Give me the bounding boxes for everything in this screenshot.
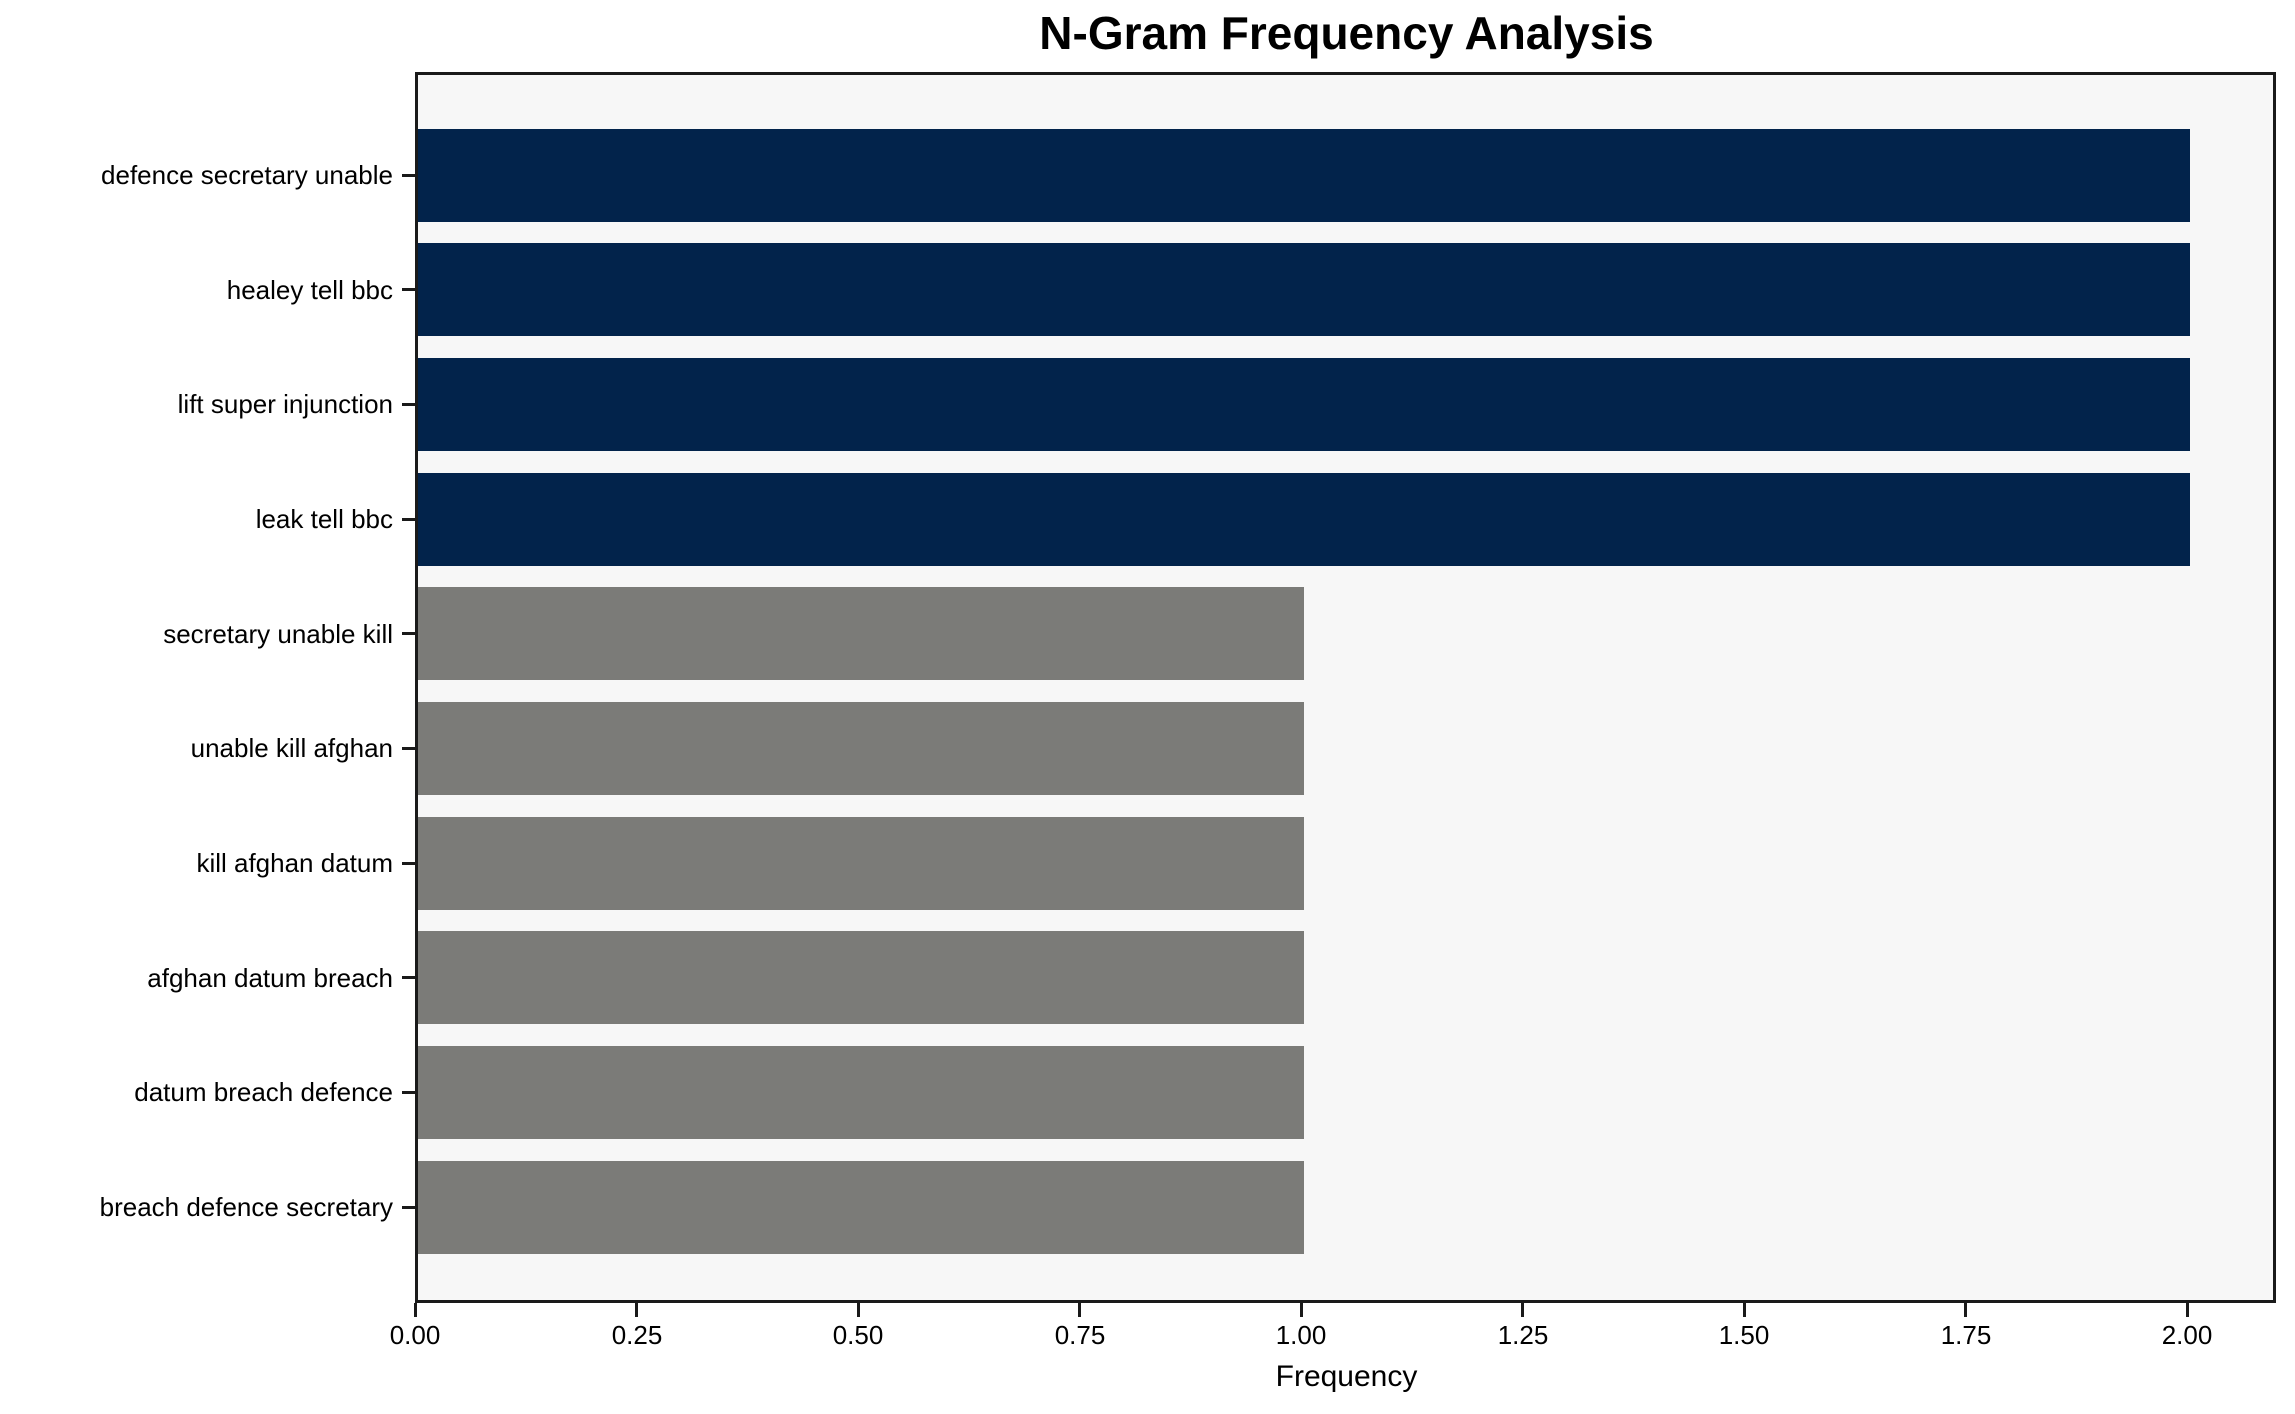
bar-defence-secretary-unable bbox=[418, 129, 2190, 222]
x-tick-label: 1.25 bbox=[1497, 1320, 1549, 1350]
x-tick-mark bbox=[1300, 1303, 1303, 1317]
x-tick-label: 0.75 bbox=[1054, 1320, 1106, 1350]
x-axis-label: Frequency bbox=[1275, 1360, 1418, 1393]
x-tick-mark bbox=[635, 1303, 638, 1317]
y-tick-label: defence secretary unable bbox=[101, 160, 393, 190]
y-tick-label: datum breach defence bbox=[134, 1077, 393, 1107]
y-tick-mark bbox=[402, 1091, 415, 1094]
x-tick-mark bbox=[1743, 1303, 1746, 1317]
y-tick-label: afghan datum breach bbox=[147, 963, 393, 993]
x-tick-label: 0.50 bbox=[832, 1320, 884, 1350]
x-tick-label: 2.00 bbox=[2161, 1320, 2213, 1350]
x-tick-mark bbox=[414, 1303, 417, 1317]
y-tick-label: breach defence secretary bbox=[99, 1192, 393, 1222]
x-tick-label: 0.00 bbox=[389, 1320, 441, 1350]
x-tick-label: 1.75 bbox=[1940, 1320, 1992, 1350]
y-tick-label: unable kill afghan bbox=[190, 733, 393, 763]
x-tick-label: 1.50 bbox=[1718, 1320, 1770, 1350]
x-tick-mark bbox=[1078, 1303, 1081, 1317]
y-tick-mark bbox=[402, 403, 415, 406]
y-tick-mark bbox=[402, 747, 415, 750]
y-tick-label: healey tell bbc bbox=[226, 275, 393, 305]
bar-unable-kill-afghan bbox=[418, 702, 1304, 795]
bar-lift-super-injunction bbox=[418, 358, 2190, 451]
x-tick-mark bbox=[1964, 1303, 1967, 1317]
plot-area bbox=[415, 72, 2276, 1303]
x-tick-mark bbox=[2186, 1303, 2189, 1317]
bar-healey-tell-bbc bbox=[418, 243, 2190, 336]
y-tick-mark bbox=[402, 174, 415, 177]
y-tick-label: kill afghan datum bbox=[196, 848, 393, 878]
y-tick-label: lift super injunction bbox=[177, 389, 393, 419]
bar-breach-defence-secretary bbox=[418, 1161, 1304, 1254]
y-tick-label: secretary unable kill bbox=[163, 619, 393, 649]
bar-leak-tell-bbc bbox=[418, 473, 2190, 566]
y-tick-mark bbox=[402, 288, 415, 291]
bar-secretary-unable-kill bbox=[418, 587, 1304, 680]
y-tick-label: leak tell bbc bbox=[255, 504, 393, 534]
bar-datum-breach-defence bbox=[418, 1046, 1304, 1139]
y-tick-mark bbox=[402, 518, 415, 521]
x-tick-mark bbox=[857, 1303, 860, 1317]
bar-afghan-datum-breach bbox=[418, 931, 1304, 1024]
x-tick-label: 0.25 bbox=[611, 1320, 663, 1350]
bar-kill-afghan-datum bbox=[418, 817, 1304, 910]
y-tick-mark bbox=[402, 1206, 415, 1209]
chart-title: N-Gram Frequency Analysis bbox=[1039, 7, 1654, 59]
y-tick-mark bbox=[402, 862, 415, 865]
y-tick-mark bbox=[402, 632, 415, 635]
y-tick-mark bbox=[402, 976, 415, 979]
x-tick-label: 1.00 bbox=[1275, 1320, 1327, 1350]
x-tick-mark bbox=[1521, 1303, 1524, 1317]
